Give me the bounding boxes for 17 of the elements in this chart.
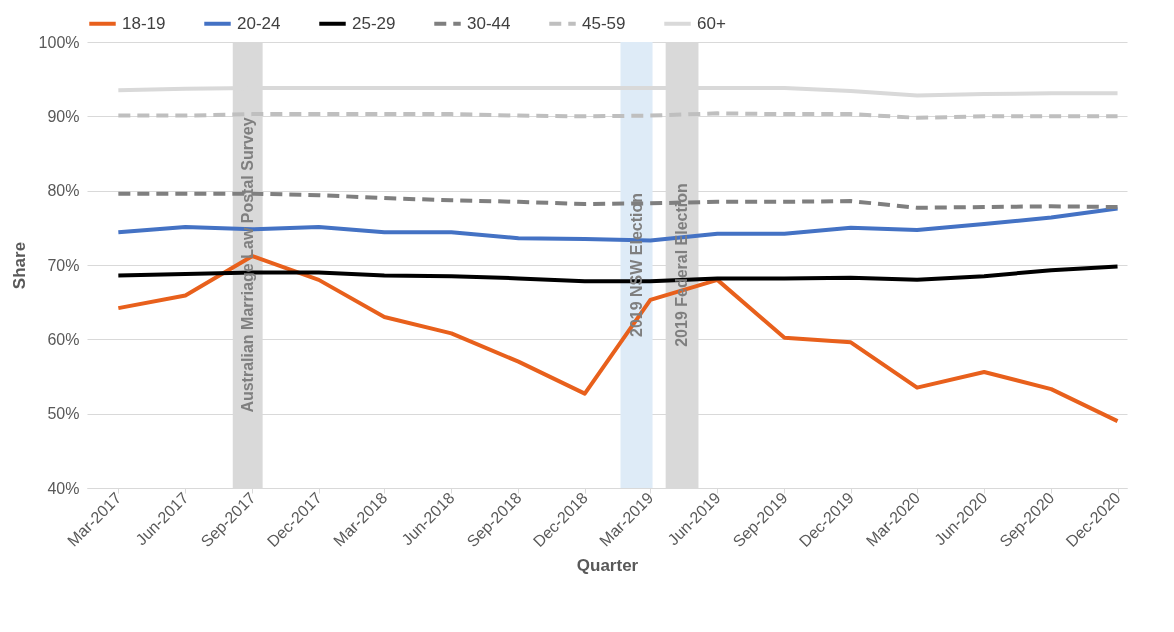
- legend-label: 18-19: [122, 13, 166, 33]
- legend-label: 20-24: [237, 13, 281, 33]
- y-tick-label: 70%: [47, 256, 80, 274]
- y-tick-label: 40%: [47, 479, 80, 497]
- y-tick-label: 60%: [47, 330, 80, 348]
- x-axis-title: Quarter: [576, 556, 639, 576]
- y-axis-title: Share: [9, 241, 29, 290]
- legend-label: 45-59: [582, 13, 626, 33]
- y-tick-label: 80%: [47, 182, 80, 200]
- legend-label: 25-29: [352, 13, 396, 33]
- legend-label: 60+: [697, 13, 726, 33]
- y-tick-label: 90%: [47, 107, 80, 125]
- y-tick-label: 50%: [47, 405, 80, 423]
- band-label: Australian Marriage Law Postal Survey: [238, 117, 256, 413]
- y-tick-label: 100%: [38, 33, 80, 51]
- legend-label: 30-44: [467, 13, 511, 33]
- band-label: 2019 Federal Election: [673, 183, 691, 347]
